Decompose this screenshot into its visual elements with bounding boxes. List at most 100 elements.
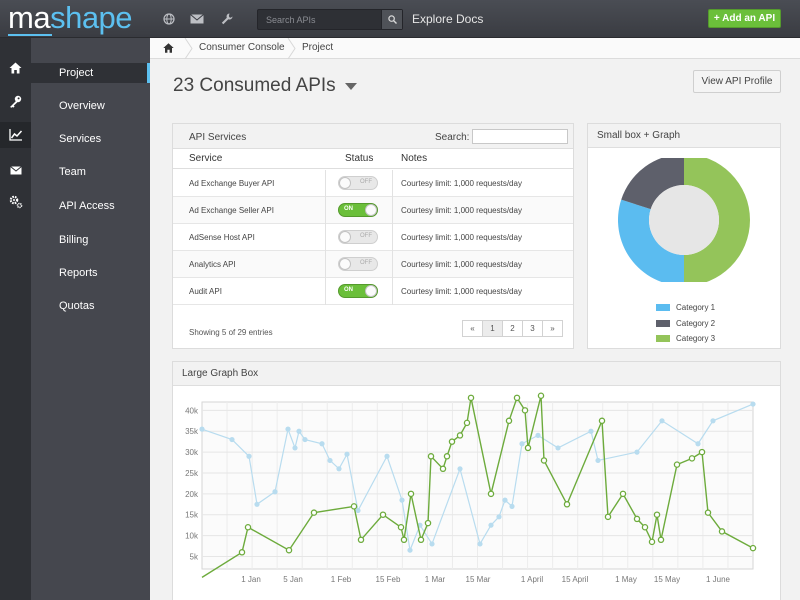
data-point[interactable] <box>502 497 508 503</box>
table-search-input[interactable] <box>472 129 568 144</box>
data-point[interactable] <box>688 455 696 462</box>
data-point[interactable] <box>673 461 681 468</box>
data-point[interactable] <box>448 438 456 445</box>
data-point[interactable] <box>427 453 435 460</box>
home-icon[interactable] <box>0 55 31 81</box>
add-api-button[interactable]: + Add an API <box>708 9 781 28</box>
data-point[interactable] <box>400 536 408 544</box>
data-point[interactable] <box>598 417 606 425</box>
breadcrumb-project[interactable]: Project <box>302 42 334 53</box>
data-point[interactable] <box>563 501 571 508</box>
gear-icon[interactable] <box>0 189 31 215</box>
data-point[interactable] <box>429 541 435 547</box>
globe-icon[interactable] <box>161 11 177 27</box>
data-point[interactable] <box>704 509 712 516</box>
mail-icon[interactable] <box>189 11 205 27</box>
data-point[interactable] <box>424 519 432 527</box>
data-point[interactable] <box>698 448 706 456</box>
data-point[interactable] <box>477 541 483 547</box>
data-point[interactable] <box>272 489 278 495</box>
data-point[interactable] <box>254 501 260 507</box>
data-point[interactable] <box>604 513 612 521</box>
pager-first-button[interactable]: « <box>462 320 483 337</box>
chart-icon[interactable] <box>0 122 31 148</box>
data-point[interactable] <box>619 490 627 498</box>
column-header-status[interactable]: Status <box>345 153 374 164</box>
data-point[interactable] <box>229 436 235 443</box>
data-point[interactable] <box>319 441 325 447</box>
nav-link-docs[interactable]: Docs <box>456 12 484 26</box>
wrench-icon[interactable] <box>219 11 235 27</box>
data-point[interactable] <box>710 418 716 424</box>
status-toggle[interactable]: OFF <box>338 230 378 244</box>
title-dropdown-caret-icon[interactable] <box>345 83 357 90</box>
sidebar-item-reports[interactable]: Reports <box>59 267 98 279</box>
data-point[interactable] <box>246 453 252 459</box>
data-point[interactable] <box>379 511 387 518</box>
data-point[interactable] <box>535 432 541 438</box>
data-point[interactable] <box>456 432 464 439</box>
data-point[interactable] <box>443 453 451 460</box>
data-point[interactable] <box>407 490 415 498</box>
pager-page-2[interactable]: 2 <box>502 320 523 337</box>
donut-slice[interactable] <box>684 158 750 282</box>
status-toggle[interactable]: OFF <box>338 176 378 190</box>
data-point[interactable] <box>505 417 513 425</box>
data-point[interactable] <box>657 536 665 544</box>
pager-page-3[interactable]: 3 <box>522 320 543 337</box>
data-point[interactable] <box>750 401 756 407</box>
column-header-notes[interactable]: Notes <box>401 153 428 164</box>
data-point[interactable] <box>296 428 302 434</box>
sidebar-item-billing[interactable]: Billing <box>59 234 89 246</box>
data-point[interactable] <box>357 536 365 544</box>
data-point[interactable] <box>695 441 701 447</box>
data-point[interactable] <box>537 392 545 399</box>
data-point[interactable] <box>439 465 447 473</box>
donut-slice[interactable] <box>621 158 684 210</box>
data-point[interactable] <box>487 490 495 498</box>
data-point[interactable] <box>399 497 405 503</box>
data-point[interactable] <box>384 453 390 459</box>
data-point[interactable] <box>749 544 757 552</box>
data-point[interactable] <box>718 528 726 535</box>
data-point[interactable] <box>513 394 521 402</box>
data-point[interactable] <box>355 507 361 514</box>
data-point[interactable] <box>588 428 594 434</box>
status-toggle[interactable]: OFF <box>338 257 378 271</box>
data-point[interactable] <box>344 451 350 457</box>
donut-slice[interactable] <box>618 199 684 282</box>
data-point[interactable] <box>634 449 640 455</box>
data-point[interactable] <box>457 466 463 472</box>
data-point[interactable] <box>595 457 601 464</box>
sidebar-item-api-access[interactable]: API Access <box>59 200 115 212</box>
data-point[interactable] <box>199 426 205 432</box>
data-point[interactable] <box>521 407 529 414</box>
sidebar-item-overview[interactable]: Overview <box>59 100 105 112</box>
data-point[interactable] <box>641 523 649 531</box>
data-point[interactable] <box>659 418 665 424</box>
key-icon[interactable] <box>0 88 31 114</box>
status-toggle[interactable]: ON <box>338 203 378 217</box>
data-point[interactable] <box>463 419 471 427</box>
data-point[interactable] <box>653 511 661 518</box>
sidebar-item-team[interactable]: Team <box>59 166 86 178</box>
data-point[interactable] <box>555 445 561 451</box>
data-point[interactable] <box>488 522 494 528</box>
data-point[interactable] <box>417 536 425 544</box>
sidebar-item-quotas[interactable]: Quotas <box>59 300 95 312</box>
data-point[interactable] <box>336 466 342 472</box>
data-point[interactable] <box>292 445 298 451</box>
data-point[interactable] <box>467 394 475 402</box>
data-point[interactable] <box>407 547 413 553</box>
data-point[interactable] <box>540 457 548 464</box>
data-point[interactable] <box>350 503 358 510</box>
data-point[interactable] <box>633 515 641 523</box>
data-point[interactable] <box>327 457 333 464</box>
data-point[interactable] <box>524 444 532 452</box>
breadcrumb-consumer-console[interactable]: Consumer Console <box>199 42 285 53</box>
data-point[interactable] <box>238 549 246 556</box>
pager-page-1[interactable]: 1 <box>482 320 503 337</box>
data-point[interactable] <box>496 514 502 520</box>
mashape-logo[interactable]: mashape <box>8 2 133 34</box>
search-input[interactable] <box>258 10 382 29</box>
